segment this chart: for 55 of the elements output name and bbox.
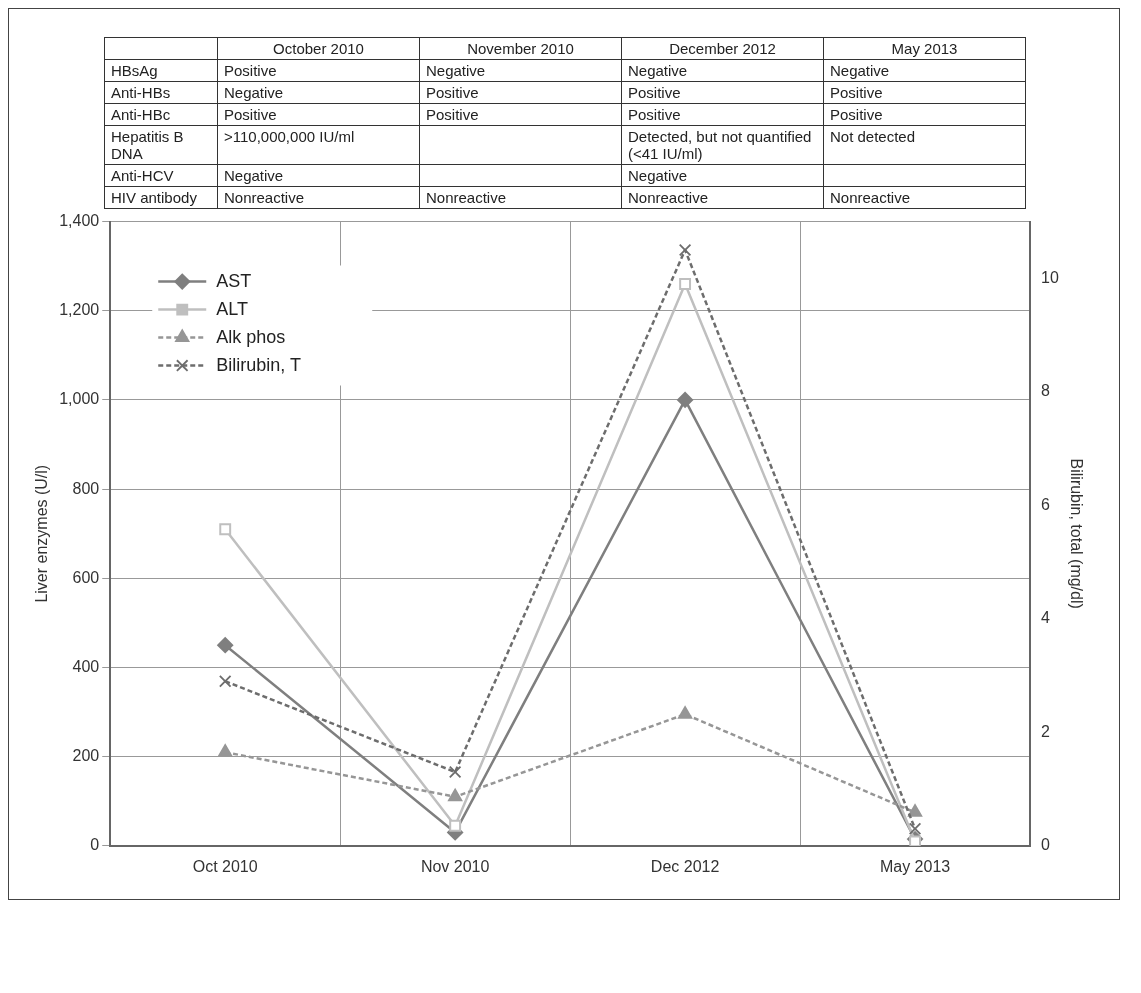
y-tick-label: 600: [72, 568, 100, 586]
text: Positive: [224, 62, 277, 79]
text: Positive: [426, 84, 479, 101]
category-label: October 2010: [217, 37, 420, 60]
category-label: HIV antibody: [111, 189, 197, 206]
text: >110,000,000 IU/ml: [224, 128, 355, 145]
text: Nonreactive: [426, 189, 507, 206]
y-tick-label: 1,000: [59, 390, 100, 408]
x-tick-label: Oct 2010: [192, 857, 258, 875]
category-label: Anti-HCV: [111, 167, 174, 184]
x-tick-label: Nov 2010: [420, 857, 490, 875]
text: Nonreactive: [628, 189, 709, 206]
text: Not detected: [830, 128, 916, 145]
y-tick-label: 0: [90, 836, 100, 854]
y2-tick-label: 0: [1041, 836, 1050, 854]
text: Nonreactive: [830, 189, 911, 206]
y2-tick-label: 6: [1041, 495, 1050, 513]
text: Negative: [830, 62, 890, 79]
category-label: May 2013: [823, 37, 1026, 60]
y2-tick-label: 10: [1041, 268, 1059, 286]
text: Positive: [830, 106, 883, 123]
legend-label: Bilirubin, T: [216, 354, 301, 375]
text: Negative: [628, 62, 688, 79]
legend-label: ALT: [216, 298, 248, 319]
x-tick-label: Dec 2012: [650, 857, 720, 875]
category-label: HBsAg: [111, 62, 158, 79]
y-axis-title: Liver enzymes (U/l): [33, 464, 51, 603]
legend-label: AST: [216, 270, 252, 291]
y2-axis-title: Bilirubin, total (mg/dl): [1067, 458, 1085, 609]
text: Negative: [628, 167, 688, 184]
text: Nonreactive: [224, 189, 305, 206]
text: Negative: [224, 84, 284, 101]
y-tick-label: 800: [72, 479, 100, 497]
text: Positive: [628, 84, 681, 101]
y2-tick-label: 4: [1041, 609, 1050, 627]
category-label: November 2010: [419, 37, 622, 60]
text: Positive: [830, 84, 883, 101]
y2-tick-label: 2: [1041, 722, 1050, 740]
x-tick-label: May 2013: [879, 857, 951, 875]
y-tick-label: 1,400: [59, 212, 100, 230]
text: Detected, but not quantified (<41 IU/ml): [628, 128, 812, 162]
text: Negative: [224, 167, 284, 184]
text: Positive: [224, 106, 277, 123]
category-label: December 2012: [621, 37, 824, 60]
y-tick-label: 1,200: [59, 301, 100, 319]
text: Positive: [628, 106, 681, 123]
y-tick-label: 400: [72, 657, 100, 675]
text: Negative: [426, 62, 486, 79]
category-label: Hepatitis B DNA: [111, 128, 184, 162]
legend-label: Alk phos: [216, 326, 286, 347]
y-tick-label: 200: [72, 747, 100, 765]
category-label: Anti-HBs: [111, 84, 171, 101]
y2-tick-label: 8: [1041, 382, 1050, 400]
text: Positive: [426, 106, 479, 123]
category-label: Anti-HBc: [111, 106, 171, 123]
